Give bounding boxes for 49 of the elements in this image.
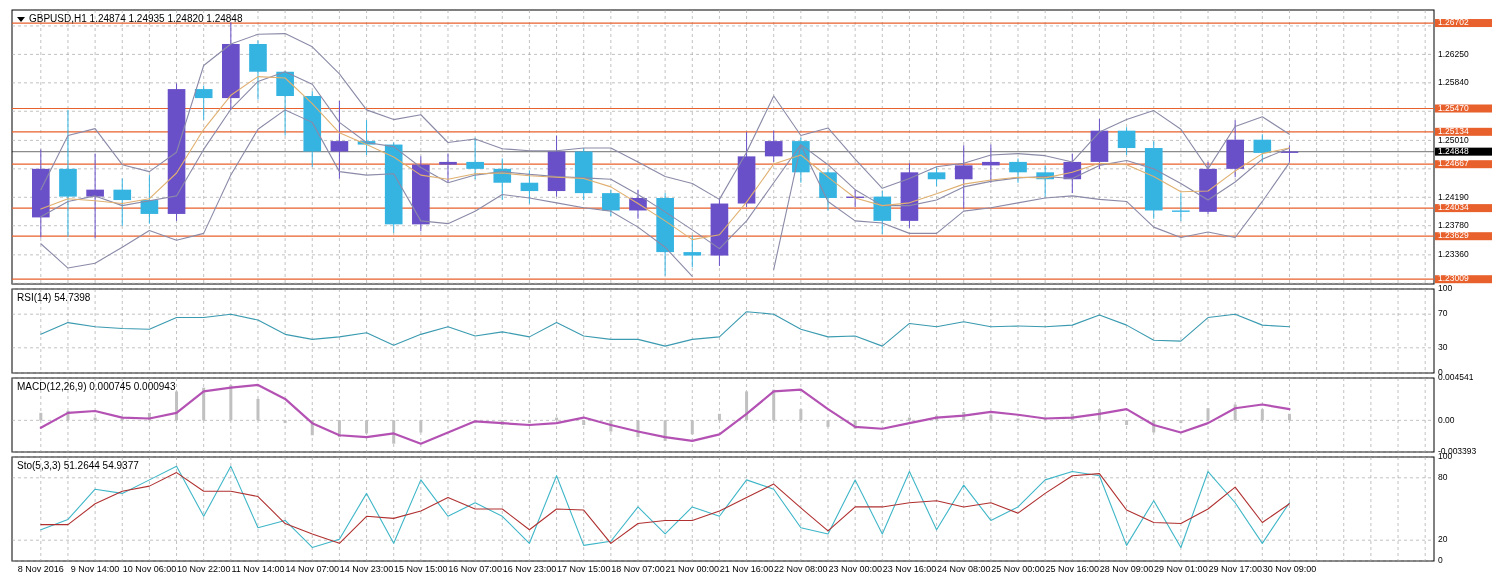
y-tick-label: 1.23780 xyxy=(1438,219,1469,230)
y-tick-label: 0.00 xyxy=(1438,414,1455,425)
x-tick-label: 8 Nov 2016 xyxy=(17,564,64,574)
x-tick-label: 10 Nov 22:00 xyxy=(176,564,231,574)
x-tick-label: 14 Nov 23:00 xyxy=(339,564,394,574)
x-tick-label: 30 Nov 09:00 xyxy=(1262,564,1317,574)
x-tick-label: 23 Nov 00:00 xyxy=(828,564,882,574)
ref-line-label: 1.23629 xyxy=(1438,230,1469,241)
x-tick-label: 22 Nov 08:00 xyxy=(774,564,828,574)
ref-line-label: 1.24667 xyxy=(1438,158,1469,169)
y-tick-label: 1.25840 xyxy=(1438,77,1469,88)
x-tick-label: 9 Nov 14:00 xyxy=(70,564,120,574)
x-tick-label: 25 Nov 16:00 xyxy=(1045,564,1100,574)
y-tick-label: 100 xyxy=(1438,283,1453,294)
x-tick-label: 24 Nov 08:00 xyxy=(936,564,991,574)
x-tick-label: 21 Nov 00:00 xyxy=(665,564,720,574)
x-tick-label: 15 Nov 15:00 xyxy=(394,564,448,574)
chart-title: MACD(12,26,9) 0.000745 0.000943 xyxy=(17,381,176,392)
ref-line-label: 1.24034 xyxy=(1438,202,1469,213)
x-tick-label: 21 Nov 16:00 xyxy=(719,564,774,574)
y-tick-label: 1.26250 xyxy=(1438,48,1469,59)
ref-line-label: 1.23009 xyxy=(1438,273,1469,284)
y-tick-label: 30 xyxy=(1438,342,1448,353)
x-tick-label: 14 Nov 07:00 xyxy=(285,564,340,574)
y-tick-label: 1.23360 xyxy=(1438,249,1469,260)
y-tick-label: 70 xyxy=(1438,308,1448,319)
x-tick-label: 11 Nov 14:00 xyxy=(231,564,285,574)
ref-line-label: 1.26702 xyxy=(1438,17,1469,28)
x-tick-label: 16 Nov 07:00 xyxy=(448,564,502,574)
x-tick-label: 16 Nov 23:00 xyxy=(502,564,557,574)
y-tick-label: 20 xyxy=(1438,534,1448,545)
x-tick-label: 18 Nov 07:00 xyxy=(611,564,665,574)
ref-line-label: 1.25470 xyxy=(1438,102,1469,113)
chart-title: RSI(14) 54.7398 xyxy=(17,292,91,303)
chart-title: Sto(5,3,3) 51.2644 54.9377 xyxy=(17,460,140,471)
x-tick-label: 23 Nov 16:00 xyxy=(882,564,937,574)
y-tick-label: 0 xyxy=(1438,555,1443,566)
y-tick-label: 80 xyxy=(1438,472,1448,483)
y-tick-label: 1.24190 xyxy=(1438,191,1469,202)
x-tick-label: 17 Nov 15:00 xyxy=(556,564,611,574)
x-tick-label: 29 Nov 01:00 xyxy=(1154,564,1208,574)
x-tick-label: 28 Nov 09:00 xyxy=(1099,564,1154,574)
x-tick-label: 29 Nov 17:00 xyxy=(1208,564,1262,574)
x-tick-label: 10 Nov 06:00 xyxy=(122,564,177,574)
y-tick-label: 1.25010 xyxy=(1438,134,1469,145)
ref-line-label: 1.24848 xyxy=(1438,145,1469,156)
chart-title: GBPUSD,H1 1.24874 1.24935 1.24820 1.24848 xyxy=(29,13,243,24)
ref-line-label: 1.25134 xyxy=(1438,126,1469,137)
x-tick-label: 25 Nov 00:00 xyxy=(991,564,1045,574)
